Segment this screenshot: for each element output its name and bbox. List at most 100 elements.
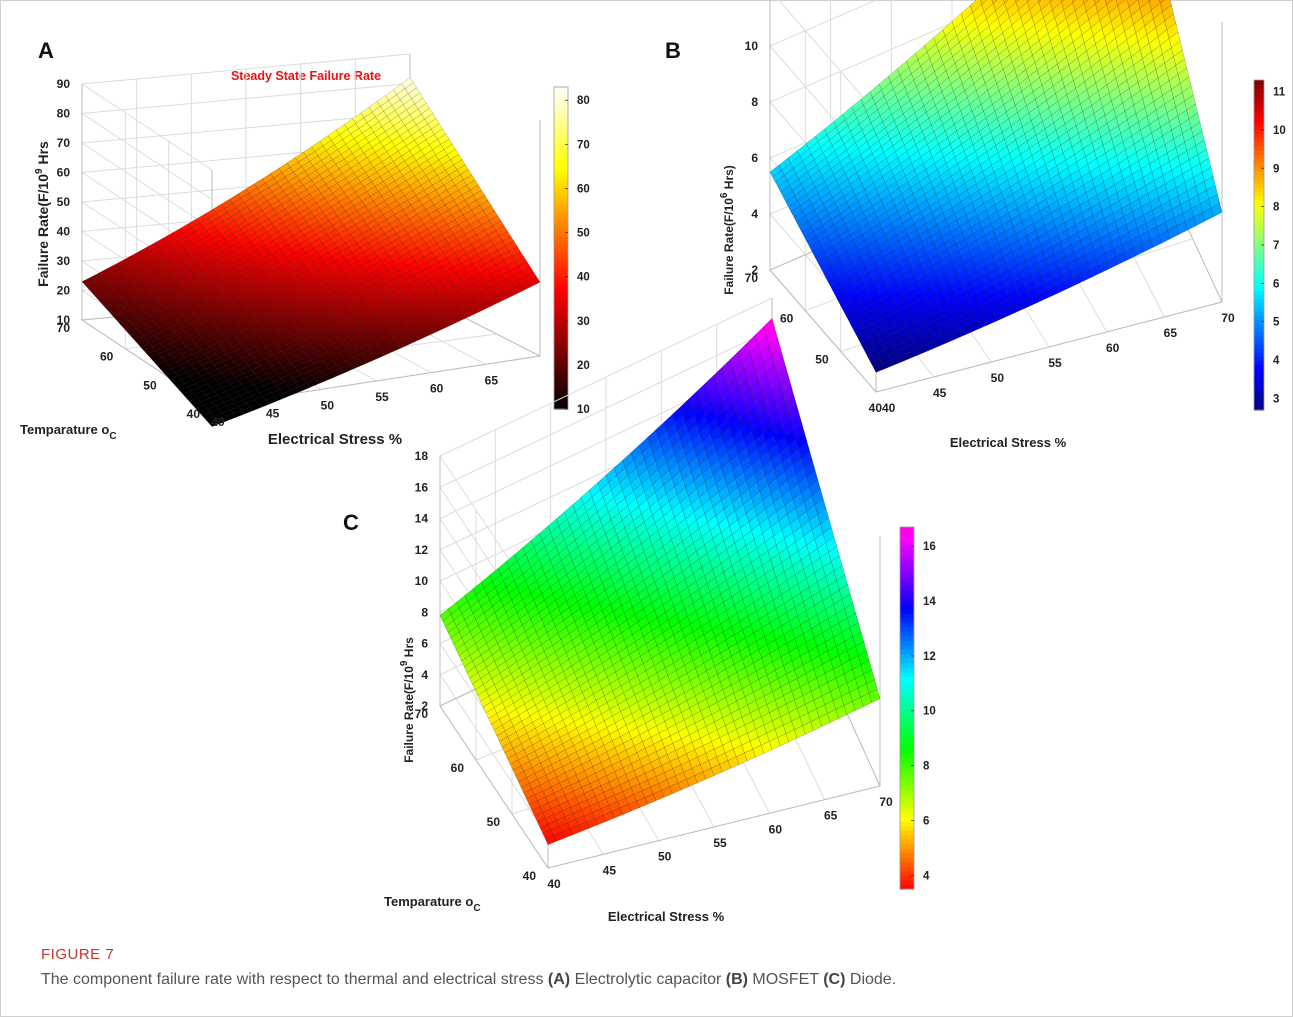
x-tick-label: 50 (321, 398, 335, 412)
x-tick-label: 50 (991, 371, 1005, 385)
z-tick-label: 4 (751, 207, 758, 221)
colorbar-segment (1254, 306, 1264, 312)
colorbar-segment (554, 372, 568, 378)
colorbar-segment (554, 256, 568, 261)
colorbar-tick-label: 50 (577, 228, 590, 240)
colorbar-segment (554, 352, 568, 358)
surface-cell (482, 205, 495, 216)
colorbar-segment (1254, 286, 1264, 291)
colorbar-tick-label: 11 (1273, 87, 1286, 99)
colorbar-tick-label: 70 (577, 139, 590, 151)
chart-title: Steady State Failure Rate (231, 69, 381, 83)
colorbar-segment (554, 175, 568, 181)
colorbar-segment (554, 103, 568, 108)
colorbar-segment (1254, 265, 1264, 271)
colorbar-segment (554, 400, 568, 406)
colorbar-segment (1254, 348, 1264, 353)
colorbar-segment (554, 308, 568, 314)
z-axis-label-text: Failure Rate(F/10 (35, 174, 51, 287)
colorbar-segment (1254, 104, 1264, 110)
colorbar-segment (554, 155, 568, 161)
colorbar-tick-label: 60 (577, 183, 590, 195)
colorbar-segment (1254, 228, 1264, 234)
colorbar-segment (1254, 294, 1264, 300)
colorbar-segment (554, 376, 568, 382)
z-tick-label: 80 (57, 107, 71, 121)
colorbar-tick-label: 6 (1273, 278, 1279, 290)
colorbar-segment (1254, 121, 1264, 126)
z-tick-label: 30 (57, 254, 71, 268)
colorbar-segment (1254, 253, 1264, 258)
colorbar-segment (554, 243, 568, 249)
colorbar-segment (554, 215, 568, 221)
colorbar-segment (1254, 108, 1264, 114)
colorbar-segment (1254, 401, 1264, 407)
surface-cell (427, 118, 440, 130)
colorbar-segment (554, 159, 568, 165)
colorbar-segment (554, 328, 568, 334)
colorbar-segment (1254, 92, 1264, 98)
colorbar-segment (554, 203, 568, 209)
colorbar-segment (1254, 323, 1264, 329)
colorbar-segment (1254, 191, 1264, 197)
colorbar-segment (1254, 141, 1264, 147)
z-tick-label: 70 (57, 136, 71, 150)
colorbar-segment (1254, 96, 1264, 102)
colorbar-tick-label: 4 (1273, 355, 1280, 367)
colorbar-tick-label: 7 (1273, 240, 1279, 252)
y-tick-label: 60 (780, 312, 794, 326)
colorbar-segment (554, 280, 568, 285)
surface-cell (453, 159, 466, 171)
x-tick-label: 65 (1164, 326, 1178, 340)
colorbar-segment (554, 368, 568, 374)
colorbar-segment (1254, 389, 1264, 395)
z-axis-label: Failure Rate(F/109 Hrs (34, 141, 51, 287)
colorbar-segment (554, 131, 568, 136)
colorbar-segment (1254, 278, 1264, 283)
z-tick-label: 20 (57, 284, 71, 298)
colorbar-segment (1254, 311, 1264, 316)
colorbar-segment (554, 384, 568, 390)
colorbar-segment (1254, 282, 1264, 287)
colorbar-segment (1254, 273, 1264, 279)
colorbar-tick-label: 3 (1273, 393, 1279, 405)
colorbar-segment (554, 127, 568, 132)
colorbar-segment (1254, 80, 1264, 85)
colorbar-segment (1254, 158, 1264, 164)
colorbar-segment (554, 219, 568, 225)
colorbar-tick-label: 5 (1273, 317, 1280, 329)
colorbar-segment (1254, 84, 1264, 89)
colorbar-segment (1254, 170, 1264, 176)
colorbar-segment (1254, 377, 1264, 382)
colorbar-segment (1254, 137, 1264, 143)
colorbar-segment (1254, 249, 1264, 254)
colorbar-segment (1254, 220, 1264, 225)
colorbar-segment (1254, 261, 1264, 267)
colorbar-segment (554, 235, 568, 241)
surface-cell (414, 97, 427, 110)
z-tick-label: 90 (57, 77, 71, 91)
colorbar-segment (554, 119, 568, 124)
colorbar-tick-label: 20 (577, 360, 590, 372)
colorbar-segment (554, 167, 568, 173)
z-tick-label: 40 (57, 225, 71, 239)
y-tick-label: 50 (815, 352, 829, 366)
colorbar-segment (1254, 203, 1264, 209)
colorbar-segment (554, 336, 568, 342)
y-tick-label: 60 (100, 350, 114, 364)
colorbar-segment (1254, 393, 1264, 399)
surface-cell (401, 77, 414, 89)
colorbar-segment (1254, 166, 1264, 172)
colorbar-segment (554, 227, 568, 233)
colorbar-segment (1254, 88, 1264, 93)
colorbar-tick-label: 30 (577, 316, 590, 328)
colorbar-segment (554, 95, 568, 100)
surface-cell (434, 128, 447, 140)
y-axis-label-sub: C (109, 431, 116, 442)
colorbar-segment (1254, 125, 1264, 131)
colorbar-segment (554, 191, 568, 197)
colorbar-segment (1254, 100, 1264, 106)
colorbar-segment (1254, 327, 1264, 333)
